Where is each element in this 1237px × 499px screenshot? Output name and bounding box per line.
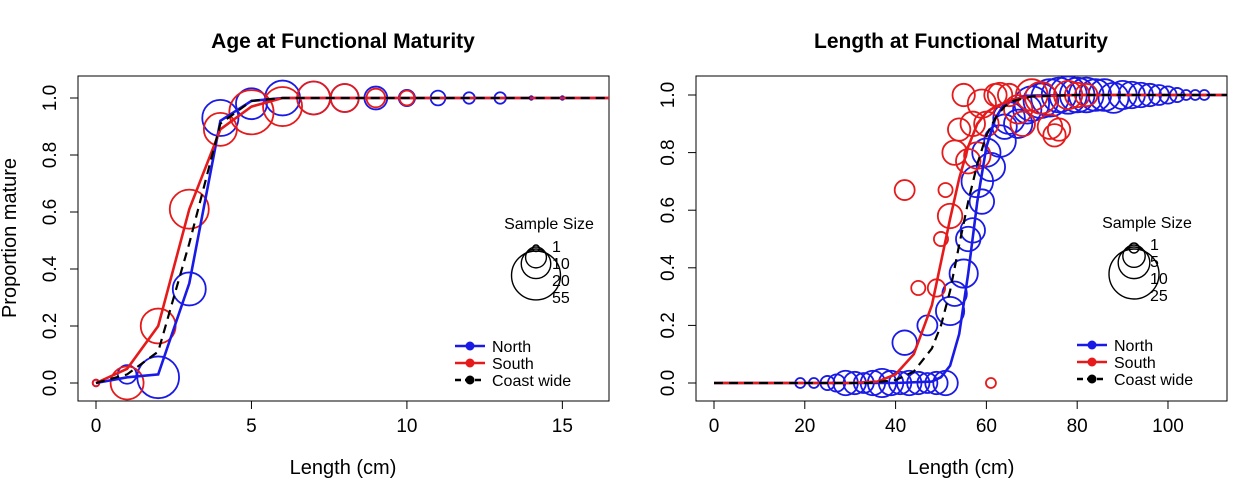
panel-length: Length at Functional Maturity Length (cm… bbox=[658, 30, 1228, 479]
south-point bbox=[933, 231, 949, 247]
size-legend-label: 20 bbox=[552, 273, 570, 290]
legend-label-north: North bbox=[492, 339, 531, 356]
size-legend-label: 5 bbox=[1150, 254, 1159, 271]
plot-area bbox=[91, 79, 609, 401]
x-tick-label: 10 bbox=[396, 416, 417, 437]
north-point bbox=[935, 295, 966, 327]
south-point bbox=[963, 141, 992, 170]
legend-marker-coast bbox=[1087, 374, 1097, 384]
size-legend-label: 55 bbox=[552, 290, 570, 307]
south-point bbox=[910, 279, 927, 296]
legend-marker-south bbox=[1087, 357, 1097, 367]
north-point bbox=[891, 329, 918, 356]
south-point bbox=[937, 182, 954, 199]
y-tick-label: 0.2 bbox=[658, 312, 679, 338]
size-legend-circle bbox=[1122, 244, 1146, 269]
size-legend-circle bbox=[1117, 246, 1151, 280]
x-tick-label: 80 bbox=[1067, 416, 1088, 437]
x-tick-label: 5 bbox=[246, 416, 257, 437]
north-point bbox=[201, 98, 240, 137]
legend-label-coast: Coast wide bbox=[492, 373, 571, 390]
x-tick-label: 0 bbox=[709, 416, 720, 437]
y-tick-label: 0.6 bbox=[40, 199, 61, 225]
y-tick-label: 0.2 bbox=[40, 313, 61, 339]
south-point bbox=[947, 117, 972, 142]
legend-marker-north bbox=[1087, 340, 1097, 350]
south-point bbox=[951, 82, 976, 108]
panel-length-title: Length at Functional Maturity bbox=[814, 30, 1108, 53]
x-tick-label: 0 bbox=[91, 416, 102, 437]
size-legend-label: 10 bbox=[552, 256, 570, 273]
x-tick-label: 100 bbox=[1152, 416, 1184, 437]
legend-marker-north bbox=[465, 341, 475, 351]
south-point bbox=[1003, 94, 1034, 125]
legend-label-south: South bbox=[1114, 355, 1156, 372]
size-legend-title: Sample Size bbox=[1102, 215, 1192, 232]
south-point bbox=[109, 365, 145, 401]
y-tick-label: 0.8 bbox=[658, 139, 679, 165]
y-tick-label: 0.4 bbox=[658, 254, 679, 281]
y-tick-label: 1.0 bbox=[658, 82, 679, 108]
south-point bbox=[1009, 110, 1036, 137]
size-legend-label: 25 bbox=[1150, 288, 1168, 305]
south-curve bbox=[95, 96, 609, 385]
coast-curve bbox=[714, 93, 1227, 385]
size-legend-circle bbox=[1108, 248, 1160, 300]
size-legend-title: Sample Size bbox=[504, 216, 594, 233]
south-point bbox=[168, 188, 210, 230]
panel-age: Age at Functional Maturity Length (cm) P… bbox=[0, 30, 610, 479]
y-tick-label: 1.0 bbox=[40, 85, 61, 111]
north-curve bbox=[95, 96, 609, 385]
size-legend-circle bbox=[520, 248, 552, 280]
plot-frame bbox=[695, 75, 1228, 402]
south-point bbox=[986, 81, 1014, 109]
legend-label-north: North bbox=[1114, 338, 1153, 355]
north-point bbox=[948, 258, 979, 289]
y-tick-label: 0.8 bbox=[40, 142, 61, 168]
plot-frame bbox=[77, 75, 610, 402]
north-point bbox=[968, 188, 995, 215]
panel-length-plot: 0 20 40 60 80 100 0.0 0.2 0.4 0.6 0.8 1.0 Sample Siz… bbox=[658, 75, 1228, 437]
panel-age-xlabel: Length (cm) bbox=[290, 457, 397, 479]
legend-label-south: South bbox=[492, 356, 534, 373]
size-legend-circle bbox=[524, 246, 548, 269]
legend-marker-south bbox=[465, 358, 475, 368]
north-point bbox=[1003, 108, 1034, 139]
x-tick-label: 60 bbox=[976, 416, 997, 437]
south-point bbox=[955, 148, 982, 175]
south-point bbox=[893, 179, 916, 201]
coast-curve bbox=[95, 96, 609, 385]
north-point bbox=[971, 137, 1002, 168]
y-tick-label: 0.6 bbox=[658, 197, 679, 223]
south-point bbox=[262, 86, 303, 127]
x-tick-label: 15 bbox=[552, 416, 573, 437]
size-legend-circle bbox=[510, 250, 562, 301]
south-point bbox=[228, 89, 275, 136]
panel-age-ylabel: Proportion mature bbox=[0, 158, 21, 318]
north-point bbox=[171, 271, 207, 307]
south-point bbox=[936, 202, 964, 230]
legend-label-coast: Coast wide bbox=[1114, 372, 1193, 389]
north-point bbox=[983, 124, 1017, 158]
y-tick-label: 0.0 bbox=[40, 370, 61, 396]
size-legend-label: 1 bbox=[552, 239, 561, 256]
panel-age-title: Age at Functional Maturity bbox=[211, 30, 475, 53]
south-point bbox=[1046, 117, 1072, 142]
south-point bbox=[1042, 123, 1067, 148]
x-tick-label: 40 bbox=[885, 416, 906, 437]
panel-length-xlabel: Length (cm) bbox=[908, 457, 1015, 479]
legend-marker-coast bbox=[465, 375, 475, 385]
y-tick-label: 0.4 bbox=[40, 255, 61, 282]
south-point bbox=[985, 377, 997, 389]
y-tick-label: 0.0 bbox=[658, 370, 679, 396]
size-legend-label: 1 bbox=[1150, 237, 1159, 254]
x-tick-label: 20 bbox=[794, 416, 815, 437]
plot-area bbox=[714, 76, 1227, 399]
